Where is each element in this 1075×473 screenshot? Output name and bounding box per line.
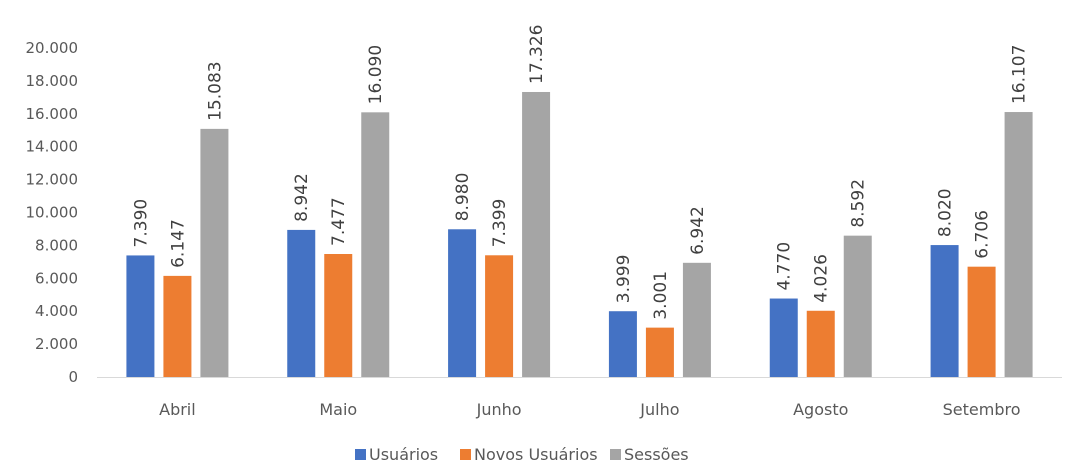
data-label: 6.706 [973, 210, 993, 259]
data-label: 16.090 [366, 45, 386, 104]
bar [967, 266, 996, 377]
data-labels-layer: 7.390 6.147 15.083 8.942 7.477 16.090 8.980 7.3… [131, 25, 1029, 320]
bar [200, 128, 229, 377]
legend-swatch [460, 449, 471, 460]
bar [324, 254, 353, 377]
bar [1004, 112, 1033, 377]
x-category-label: Julho [639, 400, 679, 419]
y-tick-label: 0 [68, 368, 78, 386]
legend-swatch [610, 449, 621, 460]
legend-label: Sessões [624, 445, 689, 464]
y-tick-label: 6.000 [35, 269, 78, 287]
data-label: 3.999 [614, 255, 634, 304]
y-tick-label: 2.000 [35, 335, 78, 353]
x-category-label: Maio [319, 400, 357, 419]
data-label: 6.147 [168, 219, 188, 268]
bar [522, 91, 551, 377]
data-label: 7.477 [329, 197, 349, 246]
data-label: 8.020 [936, 188, 956, 237]
data-label: 7.390 [131, 199, 151, 248]
bar [843, 235, 872, 377]
data-label: 8.942 [292, 173, 312, 222]
data-label: 3.001 [651, 271, 671, 320]
y-tick-label: 14.000 [26, 138, 79, 156]
y-tick-label: 4.000 [35, 302, 78, 320]
bar [361, 112, 390, 377]
y-tick-label: 12.000 [26, 171, 79, 189]
y-tick-label: 18.000 [26, 72, 79, 90]
bars-layer [126, 91, 1033, 377]
data-label: 6.942 [688, 206, 708, 255]
data-label: 17.326 [527, 25, 547, 84]
y-tick-label: 10.000 [26, 204, 79, 222]
x-category-label: Abril [159, 400, 196, 419]
data-label: 8.592 [849, 179, 869, 228]
bar [448, 229, 477, 377]
x-category-label: Setembro [943, 400, 1021, 419]
y-tick-label: 8.000 [35, 236, 78, 254]
y-tick-label: 16.000 [26, 105, 79, 123]
bar [608, 311, 637, 377]
data-label: 4.770 [775, 242, 795, 291]
data-label: 8.980 [453, 173, 473, 222]
legend-label: Novos Usuários [474, 445, 598, 464]
data-label: 16.107 [1010, 45, 1030, 104]
bar [769, 298, 798, 377]
bar [287, 229, 316, 377]
bar [485, 255, 514, 377]
bar [682, 262, 711, 377]
legend: Usuários Novos Usuários Sessões [355, 445, 689, 464]
bar [930, 245, 959, 377]
x-category-label: Junho [476, 400, 522, 419]
bar [126, 255, 155, 377]
bar [806, 310, 835, 377]
legend-label: Usuários [369, 445, 438, 464]
data-label: 4.026 [812, 254, 832, 303]
bar [163, 275, 192, 377]
data-label: 15.083 [205, 61, 225, 120]
axis-layer: 0 2.000 4.000 6.000 8.000 10.000 12.000 14.000 1… [26, 39, 1062, 419]
legend-swatch [355, 449, 366, 460]
bar [645, 327, 674, 377]
data-label: 7.399 [490, 199, 510, 248]
y-tick-label: 20.000 [26, 39, 79, 57]
x-category-label: Agosto [793, 400, 848, 419]
